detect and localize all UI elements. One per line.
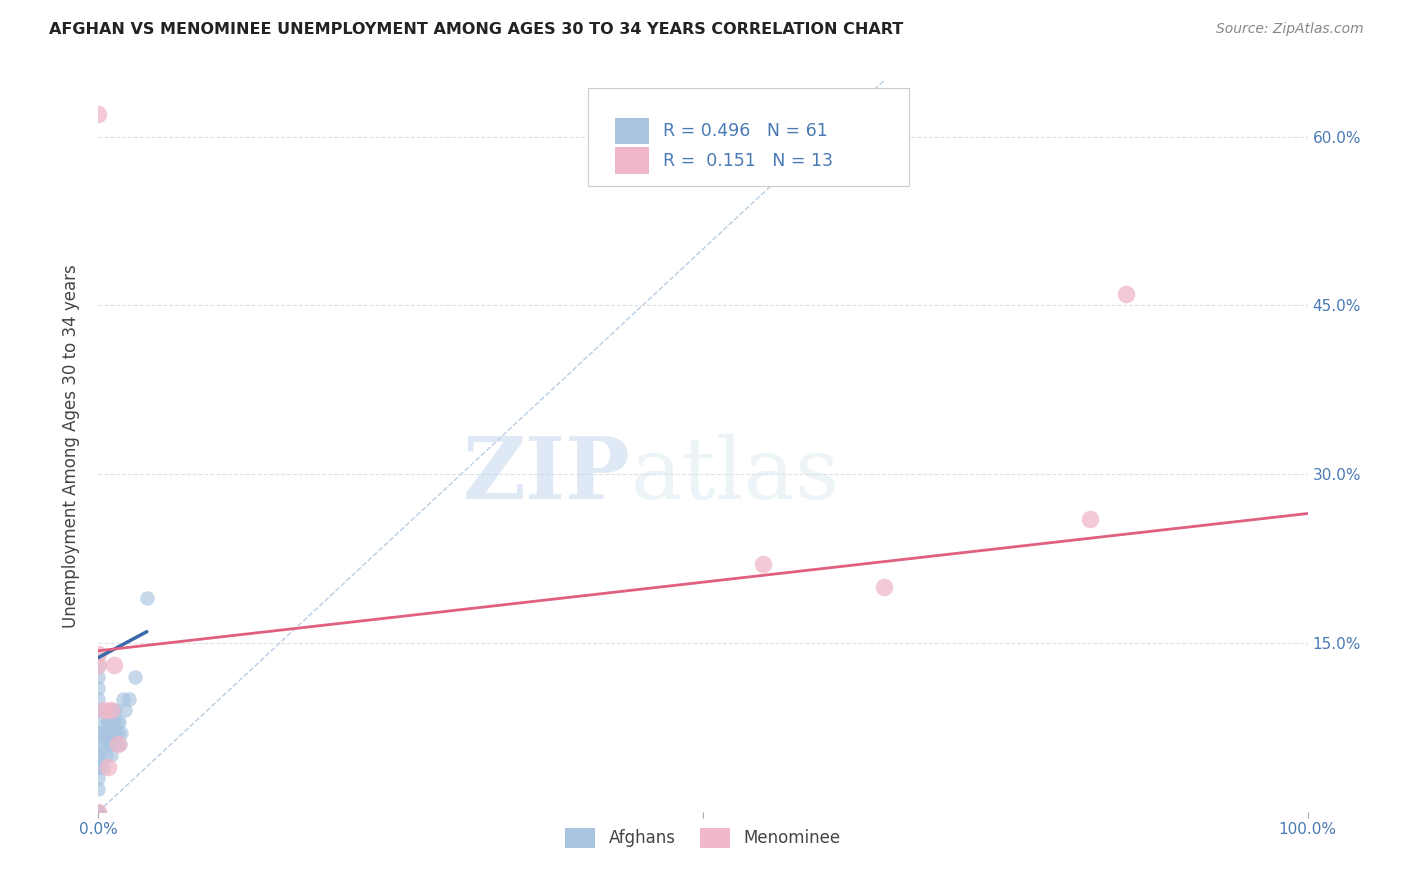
Point <box>87 805 110 819</box>
Point <box>97 760 120 774</box>
Point <box>105 714 128 729</box>
Point <box>87 805 110 819</box>
Point <box>87 658 110 673</box>
Point <box>97 714 120 729</box>
Point <box>93 703 115 717</box>
Point <box>87 692 110 706</box>
Point <box>111 692 134 706</box>
Point <box>87 658 110 673</box>
Point <box>110 726 132 740</box>
Point <box>87 714 110 729</box>
Point <box>873 580 896 594</box>
Point <box>118 692 141 706</box>
Point <box>98 737 121 751</box>
Point <box>104 726 127 740</box>
Point <box>87 748 110 763</box>
Point <box>100 714 122 729</box>
Point <box>87 805 110 819</box>
Text: AFGHAN VS MENOMINEE UNEMPLOYMENT AMONG AGES 30 TO 34 YEARS CORRELATION CHART: AFGHAN VS MENOMINEE UNEMPLOYMENT AMONG A… <box>49 22 904 37</box>
Point <box>87 726 110 740</box>
Point <box>135 591 157 605</box>
Point <box>100 703 122 717</box>
Point <box>114 703 136 717</box>
FancyBboxPatch shape <box>614 118 648 145</box>
Point <box>87 737 110 751</box>
Point <box>103 737 125 751</box>
Point <box>91 760 114 774</box>
Y-axis label: Unemployment Among Ages 30 to 34 years: Unemployment Among Ages 30 to 34 years <box>62 264 80 628</box>
Point <box>87 771 110 785</box>
Point <box>87 805 110 819</box>
Point <box>87 726 110 740</box>
Point <box>87 647 110 661</box>
Point <box>87 805 110 819</box>
Point <box>87 805 110 819</box>
Point <box>87 805 110 819</box>
Point <box>87 748 110 763</box>
Legend: Afghans, Menominee: Afghans, Menominee <box>558 821 848 855</box>
Point <box>87 805 110 819</box>
Point <box>97 726 120 740</box>
Point <box>93 737 115 751</box>
Point <box>108 714 131 729</box>
Point <box>103 714 125 729</box>
Point <box>87 681 110 695</box>
Point <box>1115 287 1137 301</box>
Point <box>87 805 110 819</box>
Point <box>87 805 110 819</box>
Text: Source: ZipAtlas.com: Source: ZipAtlas.com <box>1216 22 1364 37</box>
Point <box>98 703 121 717</box>
Point <box>87 760 110 774</box>
Point <box>87 760 110 774</box>
Point <box>752 557 775 571</box>
Point <box>104 703 127 717</box>
Point <box>87 107 110 121</box>
Point <box>87 805 110 819</box>
Point <box>107 726 129 740</box>
Point <box>108 737 131 751</box>
Point <box>100 726 122 740</box>
Point <box>94 748 117 763</box>
Point <box>87 670 110 684</box>
Point <box>87 703 110 717</box>
Text: R = 0.496   N = 61: R = 0.496 N = 61 <box>664 122 828 140</box>
Point <box>100 748 122 763</box>
Point <box>100 703 122 717</box>
Point <box>103 658 125 673</box>
Point <box>87 805 110 819</box>
Point <box>107 737 129 751</box>
Point <box>94 726 117 740</box>
Point <box>100 714 122 729</box>
Point <box>87 805 110 819</box>
Point <box>100 737 122 751</box>
Text: atlas: atlas <box>630 434 839 516</box>
Point <box>96 714 118 729</box>
Point <box>1078 512 1101 526</box>
Point <box>87 782 110 797</box>
Point <box>124 670 146 684</box>
Text: R =  0.151   N = 13: R = 0.151 N = 13 <box>664 152 834 169</box>
Point <box>87 703 110 717</box>
Point <box>105 737 128 751</box>
FancyBboxPatch shape <box>588 87 908 186</box>
Point <box>101 703 124 717</box>
Text: ZIP: ZIP <box>463 434 630 517</box>
Point <box>100 737 122 751</box>
FancyBboxPatch shape <box>614 147 648 174</box>
Point <box>101 726 124 740</box>
